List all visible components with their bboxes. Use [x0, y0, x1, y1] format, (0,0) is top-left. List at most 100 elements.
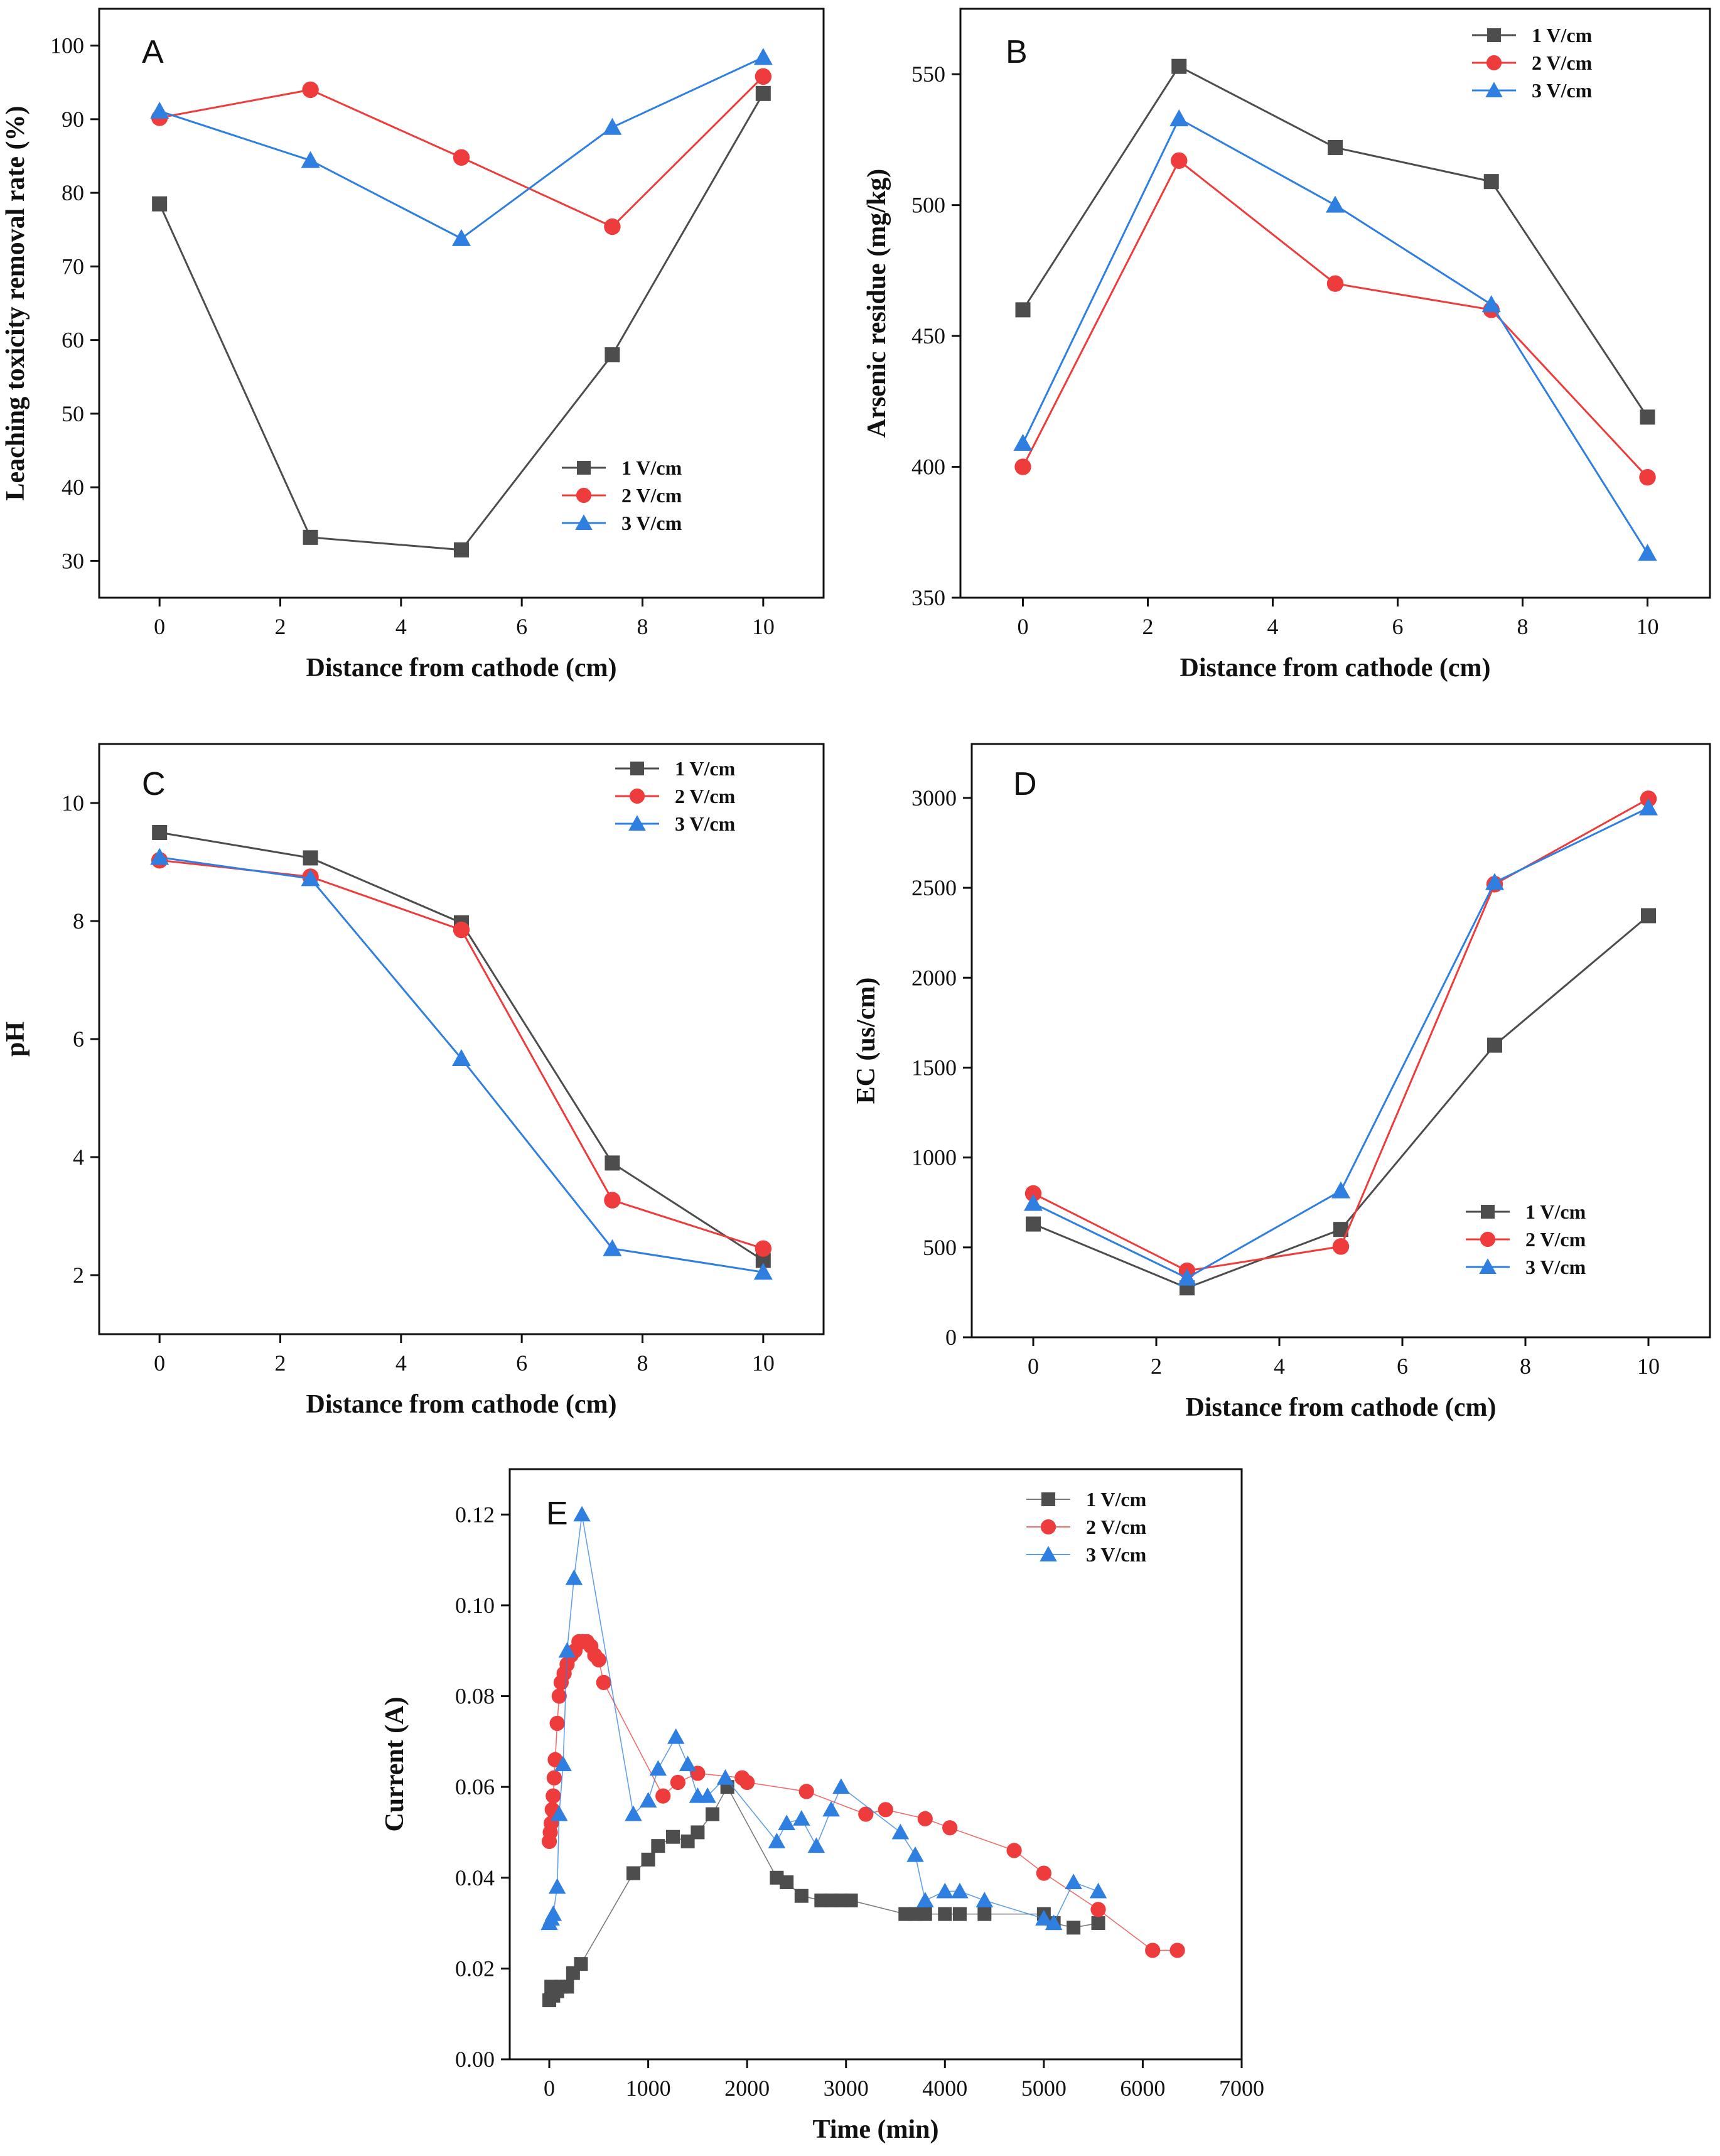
data-point-d-3 — [1639, 798, 1658, 816]
y-axis-title-b: Arsenic residue (mg/kg) — [863, 169, 891, 438]
data-point-e-1 — [844, 1893, 858, 1907]
data-point-e-2 — [942, 1820, 958, 1836]
y-axis-title-c: pH — [1, 1021, 30, 1057]
x-tick-label-a: 4 — [395, 614, 407, 639]
data-point-e-1 — [1067, 1921, 1081, 1935]
legend-e: 1 V/cm 2 V/cm 3 V/cm — [1026, 1488, 1147, 1566]
y-tick-label-a: 40 — [62, 475, 84, 500]
data-point-e-3 — [716, 1769, 734, 1785]
y-axis-title-d: EC (us/cm) — [852, 978, 881, 1104]
x-axis-title-b: Distance from cathode (cm) — [1180, 654, 1491, 682]
data-point-d-3 — [1485, 873, 1504, 890]
data-point-e-2 — [858, 1806, 874, 1822]
data-point-e-3 — [1065, 1873, 1082, 1889]
x-tick-label-c: 2 — [275, 1350, 286, 1376]
series-line-e-3 — [549, 1514, 1099, 1924]
series-d-3 — [1024, 798, 1658, 1286]
legend-label-d-1: 1 V/cm — [1525, 1200, 1586, 1223]
data-point-b-1 — [1483, 174, 1499, 190]
data-point-a-1 — [605, 347, 620, 363]
legend-label-b-2: 2 V/cm — [1532, 51, 1593, 74]
data-point-d-1 — [1641, 908, 1656, 924]
legend-label-c-2: 2 V/cm — [675, 785, 736, 807]
series-c-1 — [152, 825, 771, 1268]
y-tick-label-b: 450 — [911, 323, 945, 348]
chart-panel-e: 0 1000 2000 3000 4000 5000 6000 7000 0.00 0.02 0.0… — [380, 1468, 1264, 2144]
data-point-a-3 — [301, 151, 320, 168]
x-tick-label-b: 4 — [1267, 614, 1279, 639]
data-point-e-3 — [832, 1778, 850, 1794]
data-point-b-1 — [1171, 58, 1187, 74]
data-point-e-3 — [565, 1569, 583, 1585]
x-axis-title-e: Time (min) — [812, 2115, 938, 2144]
legend-marker-c-3 — [628, 815, 646, 831]
y-tick-label-b: 400 — [911, 455, 945, 480]
y-tick-label-d: 2500 — [911, 875, 957, 900]
series-b-2 — [1014, 152, 1656, 486]
data-point-e-3 — [936, 1882, 954, 1899]
data-point-e-2 — [596, 1674, 611, 1690]
data-point-e-3 — [548, 1878, 566, 1894]
x-tick-label-c: 8 — [637, 1350, 648, 1376]
data-point-e-2 — [670, 1774, 685, 1791]
y-tick-label-d: 500 — [923, 1235, 957, 1260]
x-tick-label-e: 0 — [544, 2076, 555, 2101]
series-e-1 — [542, 1780, 1105, 2007]
data-point-a-3 — [452, 229, 471, 246]
data-point-b-3 — [1169, 109, 1189, 127]
data-point-b-2 — [1014, 458, 1031, 475]
legend-marker-c-1 — [630, 762, 644, 775]
data-point-b-1 — [1328, 139, 1343, 155]
legend-label-c-1: 1 V/cm — [675, 757, 736, 780]
y-axis-title-a: Leaching toxicity removal rate (%) — [1, 105, 30, 500]
data-point-e-2 — [1006, 1843, 1022, 1858]
y-tick-label-c: 10 — [62, 790, 84, 816]
data-point-e-3 — [573, 1506, 591, 1522]
legend-label-a-1: 1 V/cm — [621, 456, 682, 479]
data-point-d-3 — [1331, 1181, 1350, 1199]
data-point-e-3 — [951, 1882, 969, 1899]
data-point-e-1 — [918, 1907, 932, 1921]
panel-label-e: E — [546, 1496, 568, 1532]
data-point-a-2 — [453, 149, 470, 166]
panel-label-d: D — [1013, 766, 1037, 802]
data-point-e-2 — [591, 1652, 606, 1668]
data-point-e-3 — [639, 1792, 657, 1808]
data-point-b-2 — [1639, 469, 1656, 486]
y-tick-label-e: 0.02 — [455, 1956, 495, 1981]
x-tick-label-e: 2000 — [724, 2076, 770, 2101]
x-tick-label-d: 10 — [1637, 1354, 1660, 1379]
series-a-1 — [152, 85, 771, 558]
data-point-a-2 — [302, 81, 319, 99]
data-point-b-1 — [1640, 409, 1655, 425]
y-tick-label-a: 70 — [62, 254, 84, 279]
data-point-e-3 — [544, 1905, 562, 1921]
chart-panel-d: 0 2 4 6 8 10 0 500 1000 1500 2000 2500 3000 Distance … — [852, 743, 1711, 1422]
x-tick-label-c: 0 — [154, 1350, 165, 1376]
series-line-a-3 — [159, 57, 764, 240]
x-tick-label-e: 3000 — [824, 2076, 869, 2101]
y-tick-label-d: 3000 — [911, 785, 957, 811]
plot-frame-d — [970, 743, 1711, 1339]
data-point-d-2 — [1024, 1185, 1042, 1202]
legend-marker-a-3 — [575, 514, 593, 530]
y-tick-label-d: 2000 — [911, 965, 957, 990]
data-point-b-3 — [1326, 195, 1345, 213]
legend-label-d-3: 3 V/cm — [1525, 1256, 1586, 1278]
data-point-e-3 — [667, 1728, 685, 1744]
data-point-e-3 — [554, 1755, 572, 1771]
data-point-b-1 — [1015, 302, 1031, 318]
y-tick-label-a: 80 — [62, 180, 84, 205]
data-point-e-1 — [1091, 1916, 1105, 1931]
y-tick-label-c: 6 — [73, 1027, 84, 1052]
y-tick-label-e: 0.08 — [455, 1684, 495, 1709]
y-tick-label-e: 0.06 — [455, 1774, 495, 1799]
legend-marker-b-1 — [1487, 28, 1501, 42]
legend-label-a-2: 2 V/cm — [621, 484, 682, 507]
plot-frame-a — [98, 8, 825, 599]
series-a-3 — [150, 48, 773, 246]
legend-d: 1 V/cm 2 V/cm 3 V/cm — [1466, 1200, 1586, 1278]
data-point-e-3 — [891, 1823, 910, 1840]
plot-frame-e — [508, 1468, 1243, 2061]
y-tick-label-b: 350 — [911, 585, 945, 610]
